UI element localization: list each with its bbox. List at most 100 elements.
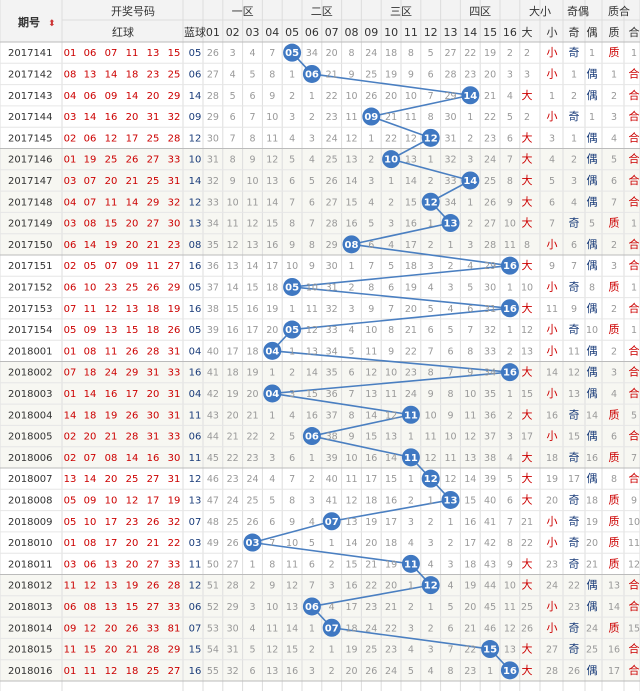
red-ball-number: 21 [147, 240, 160, 251]
omission-value: 22 [385, 623, 397, 634]
blue-ball-marker-label: 12 [424, 133, 438, 144]
red-ball-number: 11 [105, 346, 118, 357]
number-header: 13 [444, 26, 458, 39]
omission-value: 5 [368, 219, 374, 230]
omission-value: 7 [447, 645, 453, 656]
omission-value: 35 [207, 240, 219, 251]
omission-value: 30 [227, 623, 239, 634]
omission-value: 36 [207, 261, 219, 272]
omission-value: 6 [447, 623, 453, 634]
prime-value: 合 [629, 642, 640, 656]
red-ball-number: 01 [64, 389, 77, 400]
issue-number: 2018005 [8, 432, 53, 443]
parity-value: 偶 [587, 67, 598, 80]
omission-value: 14 [365, 410, 377, 421]
omission-value: 20 [326, 48, 338, 59]
omission-value: 10 [464, 389, 476, 400]
omission-value: 4 [348, 325, 354, 336]
omission-value: 8 [447, 389, 453, 400]
omission-value: 9 [507, 559, 513, 570]
size-omission: 8 [524, 240, 530, 251]
omission-value: 11 [425, 432, 437, 443]
omission-value: 20 [385, 581, 397, 592]
red-ball-number: 23 [168, 240, 181, 251]
size-value: 大 [522, 216, 533, 230]
red-ball-number: 18 [147, 325, 160, 336]
size-value: 大 [522, 578, 533, 592]
omission-value: 2 [428, 623, 434, 634]
parity-value: 偶 [587, 302, 598, 315]
omission-value: 9 [507, 197, 513, 208]
size-omission: 22 [521, 538, 533, 549]
omission-value: 5 [249, 69, 255, 80]
omission-value: 2 [507, 48, 513, 59]
prime-omission: 3 [611, 368, 617, 379]
blue-ball-marker-label: 06 [305, 432, 319, 443]
red-ball-number: 27 [147, 155, 160, 166]
number-header: 04 [265, 26, 279, 39]
prime-omission: 17 [608, 666, 620, 677]
omission-value: 24 [405, 389, 417, 400]
omission-value: 33 [444, 176, 456, 187]
omission-value: 10 [286, 261, 298, 272]
red-ball-number: 17 [105, 538, 118, 549]
red-ball-number: 08 [105, 453, 118, 464]
omission-value: 8 [467, 346, 473, 357]
red-ball-number: 02 [64, 261, 77, 272]
omission-value: 5 [289, 155, 295, 166]
omission-value: 39 [484, 474, 496, 485]
number-header: 16 [503, 26, 517, 39]
blue-ball-marker [401, 448, 420, 467]
red-ball-number: 07 [84, 197, 97, 208]
parity-value: 偶 [587, 579, 598, 592]
parity-omission: 11 [568, 346, 580, 357]
size-value: 大 [522, 173, 533, 187]
red-ball-number: 15 [105, 219, 118, 230]
omission-value: 15 [306, 389, 318, 400]
blue-ball-marker-label: 11 [404, 559, 418, 570]
omission-value: 4 [269, 474, 275, 485]
blue-ball-number: 12 [189, 197, 202, 208]
red-ball-number: 06 [64, 240, 77, 251]
parity-value: 奇 [569, 451, 580, 464]
red-ball-number: 19 [105, 410, 118, 421]
parity-value: 奇 [569, 515, 580, 528]
prime-omission: 12 [628, 559, 640, 570]
omission-value: 1 [428, 602, 434, 613]
omission-value: 10 [425, 410, 437, 421]
omission-value: 11 [286, 559, 298, 570]
prime-value: 质 [609, 408, 620, 421]
red-ball-number: 81 [168, 623, 181, 634]
omission-value: 15 [266, 219, 278, 230]
red-ball-number: 25 [105, 155, 118, 166]
omission-value: 19 [484, 48, 496, 59]
omission-value: 16 [266, 240, 278, 251]
prime-omission: 3 [611, 112, 617, 123]
omission-value: 24 [365, 48, 377, 59]
parity-omission: 3 [571, 176, 577, 187]
omission-value: 13 [365, 389, 377, 400]
red-ball-number: 09 [105, 91, 118, 102]
size-value: 小 [547, 280, 558, 293]
red-ball-number: 20 [126, 538, 139, 549]
size-value: 小 [547, 430, 558, 443]
blue-ball-marker-label: 08 [345, 240, 359, 251]
red-ball-number: 21 [126, 176, 139, 187]
number-header: 03 [246, 26, 260, 39]
number-header: 08 [345, 26, 359, 39]
omission-value: 31 [444, 133, 456, 144]
blue-ball-number: 14 [189, 91, 202, 102]
size-omission: 16 [546, 410, 558, 421]
prime-value: 合 [629, 88, 640, 102]
omission-value: 2 [289, 368, 295, 379]
omission-value: 1 [447, 517, 453, 528]
prime-omission: 1 [631, 325, 637, 336]
omission-value: 13 [266, 176, 278, 187]
number-header: 15 [483, 26, 497, 39]
omission-value: 2 [447, 261, 453, 272]
omission-value: 17 [266, 261, 278, 272]
blue-ball-number: 05 [189, 325, 202, 336]
prime-value: 合 [629, 109, 640, 123]
parity-omission: 6 [571, 240, 577, 251]
